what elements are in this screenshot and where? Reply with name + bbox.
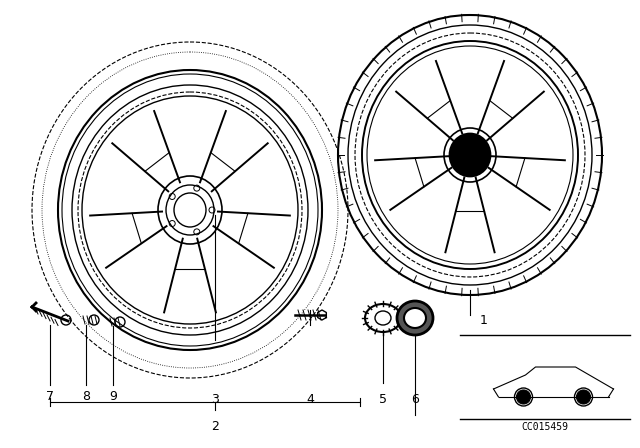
- Ellipse shape: [450, 134, 490, 176]
- Circle shape: [516, 390, 531, 404]
- Text: CC015459: CC015459: [522, 422, 568, 432]
- Text: 2: 2: [211, 420, 219, 433]
- Ellipse shape: [404, 308, 426, 328]
- Text: 5: 5: [379, 393, 387, 406]
- Text: 4: 4: [306, 393, 314, 406]
- Text: 8: 8: [82, 390, 90, 403]
- Text: 7: 7: [46, 390, 54, 403]
- Text: 1: 1: [480, 314, 488, 327]
- Text: 9: 9: [109, 390, 117, 403]
- Ellipse shape: [397, 301, 433, 335]
- Text: 6: 6: [411, 393, 419, 406]
- Text: 3: 3: [211, 393, 219, 406]
- Circle shape: [577, 390, 591, 404]
